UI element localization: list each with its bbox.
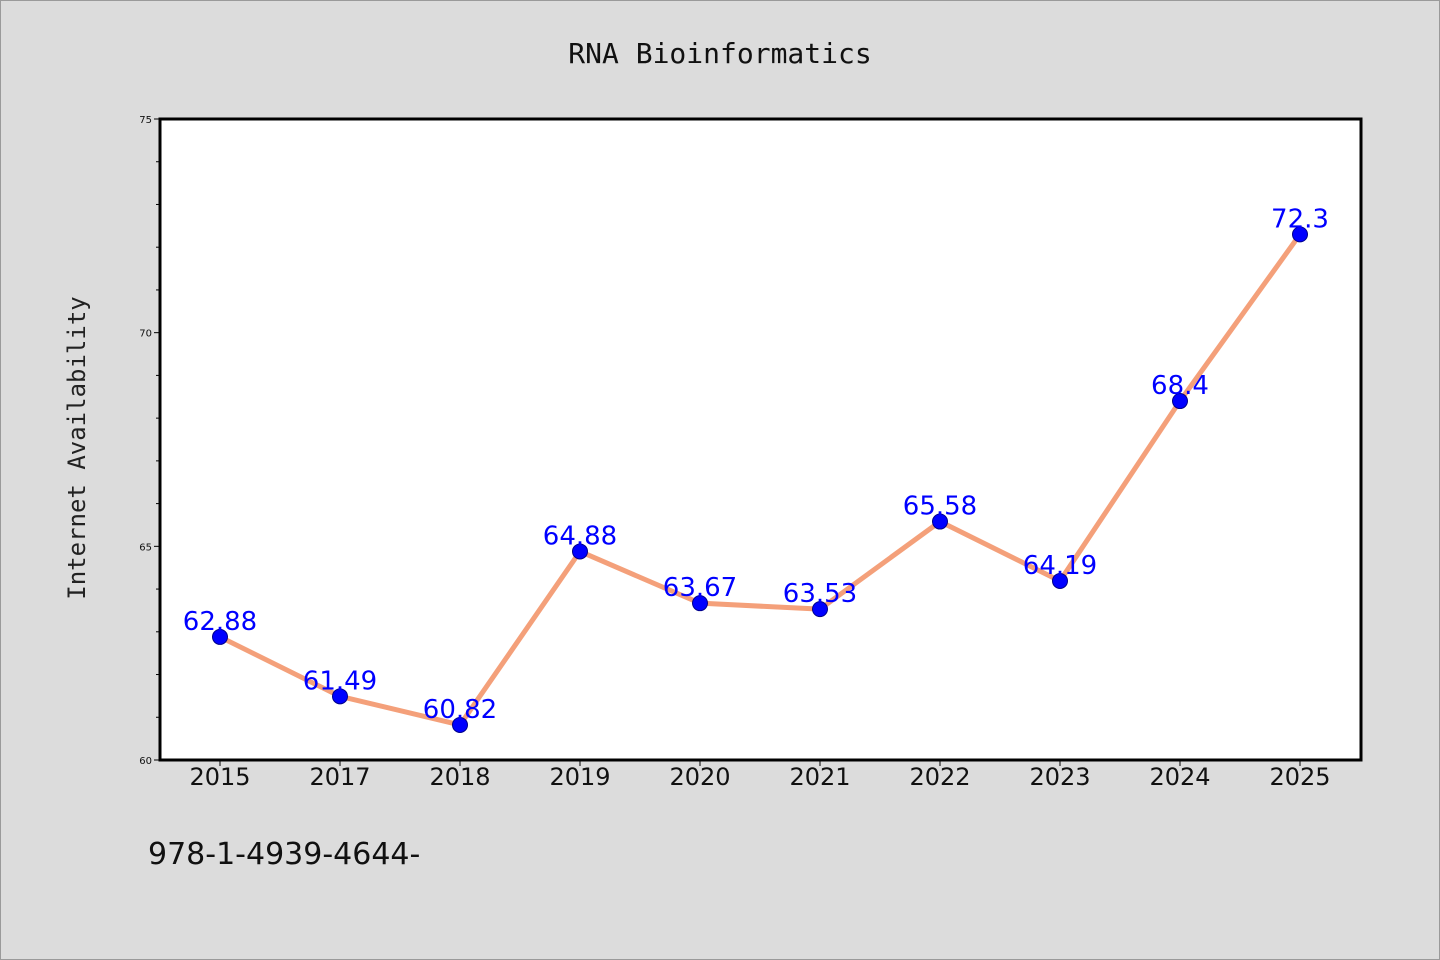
data-point-marker [692, 595, 708, 612]
data-label: 65.58 [903, 492, 977, 522]
data-label: 62.88 [183, 607, 257, 637]
y-tick-label: 70 [139, 329, 152, 340]
x-tick-label: 2020 [669, 763, 730, 791]
plot-area [158, 117, 1363, 762]
data-point-marker [1292, 226, 1308, 243]
series-line-group [217, 231, 1303, 728]
data-point-marker [212, 628, 228, 645]
x-tick-label: 2025 [1269, 763, 1330, 791]
x-tick-label: 2023 [1029, 763, 1090, 791]
data-label: 72.3 [1271, 204, 1329, 234]
x-tick-label: 2021 [789, 763, 850, 791]
x-tick-label: 2024 [1149, 763, 1210, 791]
data-point-marker [332, 688, 348, 705]
data-labels: 62.88 61.49 60.82 64.88 63.67 63.53 65.58 64.19… [183, 204, 1329, 725]
data-point-marker [452, 716, 468, 733]
chart-title: RNA Bioinformatics [568, 37, 871, 70]
data-label: 63.67 [663, 573, 737, 603]
data-point-marker [932, 513, 948, 530]
data-label: 64.19 [1023, 551, 1097, 581]
data-label: 61.49 [303, 666, 377, 696]
y-tick-label: 75 [139, 115, 152, 126]
y-tick-label: 60 [139, 756, 152, 767]
y-axis: 60 65 70 75 [139, 115, 160, 767]
series-line [217, 231, 1303, 728]
y-tick-label: 65 [139, 542, 152, 553]
x-tick-label: 2015 [189, 763, 250, 791]
footer-isbn-text: 978-1-4939-4644- [148, 837, 420, 872]
x-tick-label: 2017 [309, 763, 370, 791]
data-label: 64.88 [543, 521, 617, 551]
data-point-marker [1052, 572, 1068, 589]
data-label: 63.53 [783, 579, 857, 609]
data-point-marker [572, 543, 588, 560]
data-label: 60.82 [423, 695, 497, 725]
y-axis-label: Internet Availability [63, 296, 91, 599]
x-tick-label: 2019 [549, 763, 610, 791]
data-point-marker [1172, 393, 1188, 410]
data-markers [212, 226, 1308, 733]
data-label: 68.4 [1151, 371, 1209, 401]
x-tick-label: 2018 [429, 763, 490, 791]
x-tick-label: 2022 [909, 763, 970, 791]
data-point-marker [812, 601, 828, 618]
x-axis: 2015 2017 2018 2019 2020 2021 2022 2023 2024 2025 [189, 760, 1331, 791]
